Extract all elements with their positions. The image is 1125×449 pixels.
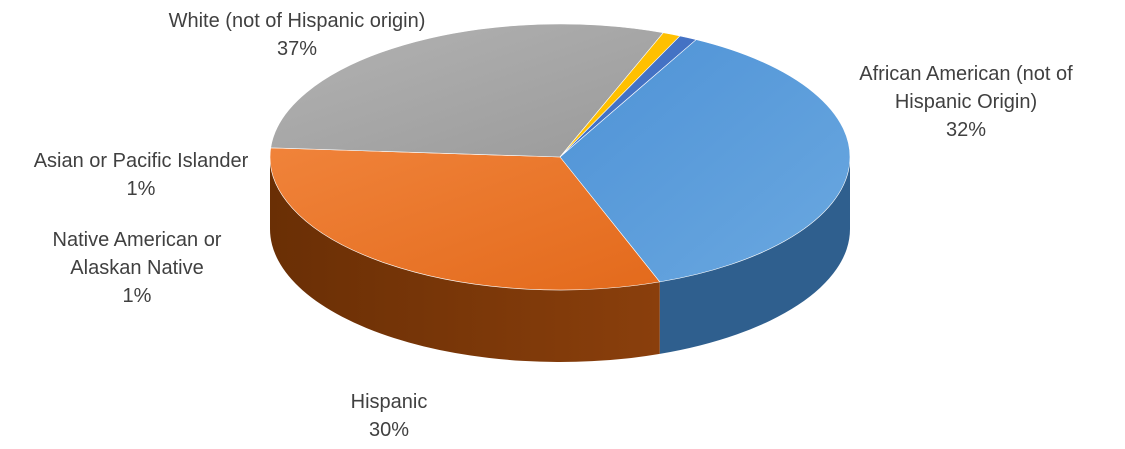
data-label-asian: Asian or Pacific Islander 1% xyxy=(34,150,249,200)
data-label-native-american-line-2: Alaskan Native xyxy=(70,257,203,279)
data-label-native-american-line-3: 1% xyxy=(123,285,152,307)
data-label-white: White (not of Hispanic origin) 37% xyxy=(169,10,426,60)
data-label-hispanic-line-1: Hispanic xyxy=(351,391,428,413)
data-label-african-american-line-1: African American (not of xyxy=(859,63,1073,85)
pie-label-layer: White (not of Hispanic origin) 37% African… xyxy=(34,10,1073,441)
data-label-native-american: Native American or Alaskan Native 1% xyxy=(53,229,222,307)
data-label-native-american-line-1: Native American or xyxy=(53,229,222,251)
slice-side-white-not-of-hispanic-origin xyxy=(659,157,850,354)
data-label-african-american-line-3: 32% xyxy=(946,119,986,141)
data-label-white-line-1: White (not of Hispanic origin) xyxy=(169,10,426,32)
slice-hispanic xyxy=(270,23,664,158)
data-label-african-american: African American (not of Hispanic Origin)… xyxy=(859,63,1073,141)
data-label-asian-line-2: 1% xyxy=(127,178,156,200)
slice-side-african-american-not-of-hispanic-origin xyxy=(270,157,660,362)
slice-white-not-of-hispanic-origin xyxy=(559,39,851,283)
data-label-hispanic-line-2: 30% xyxy=(369,419,409,441)
pie-top-layer xyxy=(269,23,851,291)
data-label-asian-line-1: Asian or Pacific Islander xyxy=(34,150,249,172)
data-label-african-american-line-2: Hispanic Origin) xyxy=(895,91,1037,113)
data-label-hispanic: Hispanic 30% xyxy=(351,391,428,441)
slice-african-american-not-of-hispanic-origin xyxy=(269,147,661,291)
slice-asian-or-pacific-islander xyxy=(559,35,697,158)
data-label-white-line-2: 37% xyxy=(277,38,317,60)
pie-side-layer xyxy=(270,157,850,362)
